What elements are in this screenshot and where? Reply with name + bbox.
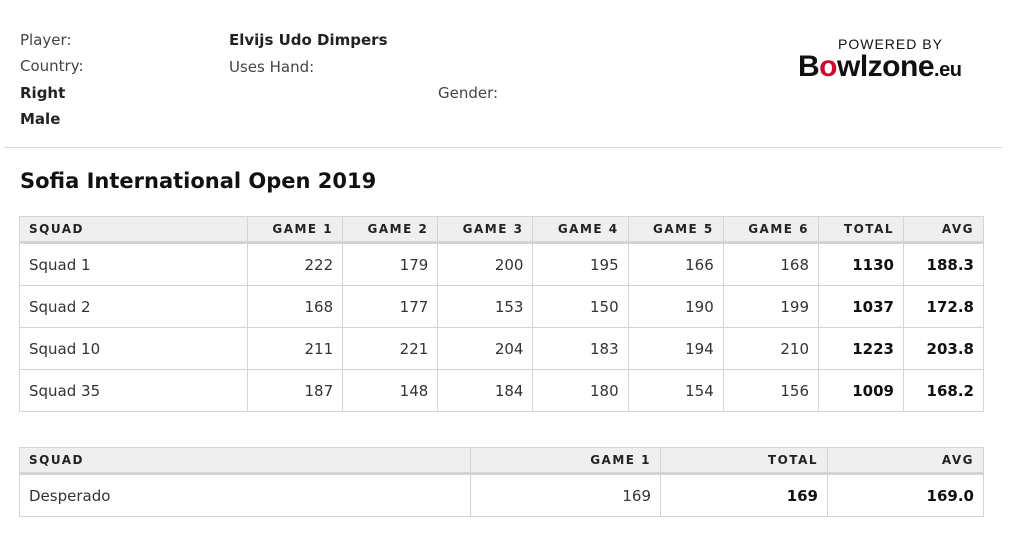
game-cell: 168 bbox=[246, 285, 344, 328]
game-cell: 221 bbox=[342, 327, 439, 370]
country-label: Country: bbox=[20, 57, 84, 75]
finals-table: SQUAD GAME 1 TOTAL AVG Desperado 169 169… bbox=[19, 447, 984, 517]
avg-cell: 188.3 bbox=[903, 242, 984, 286]
game-cell: 187 bbox=[246, 369, 344, 412]
table-row: Squad 2 168 177 153 150 190 199 1037 172… bbox=[19, 285, 984, 328]
uses-hand-label: Uses Hand: bbox=[229, 58, 315, 76]
gender-label: Gender: bbox=[438, 84, 499, 102]
game-cell: 150 bbox=[532, 285, 629, 328]
game-cell: 222 bbox=[246, 242, 344, 286]
avg-cell: 168.2 bbox=[903, 369, 984, 412]
col-header-game-4: GAME 4 bbox=[532, 216, 629, 244]
game-cell: 183 bbox=[532, 327, 629, 370]
col-header-total: TOTAL bbox=[660, 447, 828, 475]
col-header-avg: AVG bbox=[903, 216, 984, 244]
game-cell: 168 bbox=[722, 242, 820, 286]
table-row: Squad 35 187 148 184 180 154 156 1009 16… bbox=[19, 369, 984, 412]
avg-cell: 169.0 bbox=[827, 473, 984, 517]
hand-value: Right bbox=[20, 84, 66, 102]
game-cell: 199 bbox=[722, 285, 820, 328]
table-row: Desperado 169 169 169.0 bbox=[19, 473, 984, 517]
game-cell: 156 bbox=[722, 369, 820, 412]
player-label: Player: bbox=[20, 31, 72, 49]
col-header-squad: SQUAD bbox=[19, 447, 471, 475]
brand-rest: wlzone bbox=[837, 50, 935, 83]
total-cell: 1009 bbox=[818, 369, 904, 412]
brand-b: B bbox=[798, 50, 820, 83]
game-cell: 169 bbox=[470, 473, 661, 517]
table-row: Squad 10 211 221 204 183 194 210 1223 20… bbox=[19, 327, 984, 370]
player-name: Elvijs Udo Dimpers bbox=[229, 31, 388, 49]
bowling-ball-icon: o bbox=[819, 50, 837, 83]
avg-cell: 172.8 bbox=[903, 285, 984, 328]
col-header-game-1: GAME 1 bbox=[470, 447, 661, 475]
powered-by-text: POWERED BY bbox=[838, 36, 943, 52]
brand-wordmark: Bowlzone.eu bbox=[798, 50, 962, 84]
squad-cell: Squad 2 bbox=[19, 285, 248, 328]
game-cell: 148 bbox=[342, 369, 439, 412]
game-cell: 154 bbox=[627, 369, 724, 412]
col-header-game-1: GAME 1 bbox=[246, 216, 344, 244]
squad-cell: Squad 1 bbox=[19, 242, 248, 286]
col-header-avg: AVG bbox=[827, 447, 984, 475]
col-header-squad: SQUAD bbox=[19, 216, 248, 244]
game-cell: 166 bbox=[627, 242, 724, 286]
col-header-game-2: GAME 2 bbox=[342, 216, 439, 244]
game-cell: 180 bbox=[532, 369, 629, 412]
col-header-game-3: GAME 3 bbox=[437, 216, 534, 244]
col-header-game-6: GAME 6 bbox=[722, 216, 820, 244]
total-cell: 1037 bbox=[818, 285, 904, 328]
event-title: Sofia International Open 2019 bbox=[20, 169, 377, 193]
game-cell: 184 bbox=[437, 369, 534, 412]
game-cell: 210 bbox=[722, 327, 820, 370]
brand-tld: .eu bbox=[934, 59, 962, 81]
game-cell: 211 bbox=[246, 327, 344, 370]
squads-table: SQUAD GAME 1 GAME 2 GAME 3 GAME 4 GAME 5… bbox=[19, 216, 984, 412]
squad-cell: Squad 35 bbox=[19, 369, 248, 412]
total-cell: 169 bbox=[660, 473, 828, 517]
header-divider bbox=[4, 147, 1002, 148]
bowlzone-logo[interactable]: POWERED BY Bowlzone.eu bbox=[796, 36, 986, 86]
col-header-total: TOTAL bbox=[818, 216, 904, 244]
game-cell: 204 bbox=[437, 327, 534, 370]
game-cell: 177 bbox=[342, 285, 439, 328]
col-header-game-5: GAME 5 bbox=[627, 216, 724, 244]
total-cell: 1223 bbox=[818, 327, 904, 370]
total-cell: 1130 bbox=[818, 242, 904, 286]
table-row: Squad 1 222 179 200 195 166 168 1130 188… bbox=[19, 242, 984, 286]
gender-value: Male bbox=[20, 110, 61, 128]
squad-cell: Squad 10 bbox=[19, 327, 248, 370]
game-cell: 200 bbox=[437, 242, 534, 286]
squad-cell: Desperado bbox=[19, 473, 471, 517]
game-cell: 194 bbox=[627, 327, 724, 370]
game-cell: 190 bbox=[627, 285, 724, 328]
game-cell: 153 bbox=[437, 285, 534, 328]
avg-cell: 203.8 bbox=[903, 327, 984, 370]
game-cell: 195 bbox=[532, 242, 629, 286]
table-header-row: SQUAD GAME 1 TOTAL AVG bbox=[19, 447, 984, 475]
game-cell: 179 bbox=[342, 242, 439, 286]
table-header-row: SQUAD GAME 1 GAME 2 GAME 3 GAME 4 GAME 5… bbox=[19, 216, 984, 244]
